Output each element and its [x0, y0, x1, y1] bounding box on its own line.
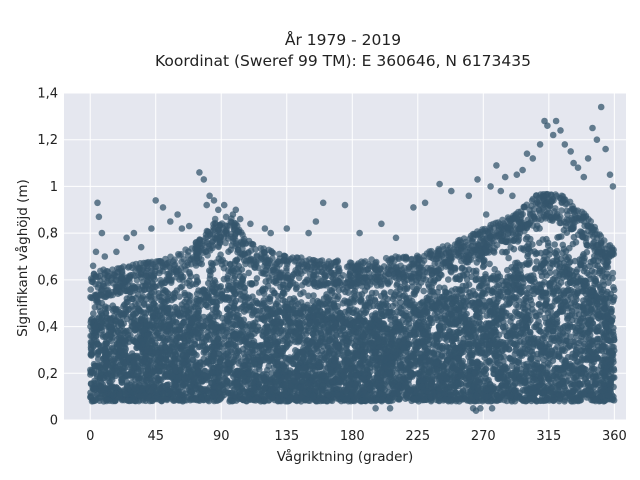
- scatter-point: [560, 226, 568, 234]
- scatter-point: [436, 346, 443, 354]
- scatter-point: [337, 378, 344, 385]
- scatter-point: [208, 288, 215, 295]
- scatter-point: [250, 308, 258, 315]
- scatter-point: [546, 285, 554, 293]
- chart-title-line-2: Koordinat (Sweref 99 TM): E 360646, N 61…: [155, 52, 531, 70]
- scatter-point: [219, 256, 226, 264]
- scatter-point: [491, 266, 499, 273]
- scatter-point: [389, 302, 397, 310]
- scatter-point: [458, 265, 466, 272]
- scatter-point: [592, 355, 600, 363]
- scatter-point: [535, 326, 542, 334]
- scatter-point: [609, 275, 616, 282]
- scatter-point: [240, 301, 248, 309]
- scatter-point: [379, 312, 387, 320]
- scatter-point: [565, 291, 573, 299]
- scatter-point: [468, 273, 475, 281]
- scatter-point: [572, 301, 579, 309]
- scatter-point: [397, 305, 405, 312]
- scatter-point: [486, 260, 493, 268]
- scatter-point: [178, 283, 186, 290]
- scatter-point: [420, 287, 428, 295]
- scatter-point: [575, 339, 583, 347]
- scatter-point: [519, 304, 527, 312]
- scatter-point: [560, 291, 568, 299]
- scatter-point: [397, 299, 404, 306]
- scatter-points: [87, 103, 618, 415]
- scatter-point: [594, 327, 602, 335]
- scatter-point: [94, 349, 102, 357]
- scatter-point: [478, 276, 486, 283]
- scatter-point: [384, 295, 391, 303]
- scatter-point: [573, 332, 580, 340]
- scatter-point: [564, 280, 572, 288]
- scatter-point: [109, 302, 117, 310]
- scatter-point: [576, 327, 583, 335]
- scatter-point: [513, 301, 520, 309]
- scatter-point: [605, 279, 612, 287]
- scatter-point: [173, 287, 181, 294]
- scatter-point: [216, 284, 223, 291]
- scatter-point: [564, 296, 572, 304]
- scatter-point: [297, 290, 304, 298]
- scatter-point: [473, 267, 480, 275]
- scatter-point: [370, 302, 377, 310]
- scatter-point: [402, 395, 409, 403]
- scatter-point: [519, 274, 527, 281]
- scatter-point: [193, 290, 201, 298]
- scatter-point: [284, 342, 291, 349]
- scatter-point: [362, 309, 370, 317]
- scatter-point: [108, 367, 116, 374]
- scatter-point: [537, 268, 545, 276]
- scatter-point: [567, 333, 574, 341]
- scatter-point: [250, 342, 257, 349]
- scatter-point: [561, 384, 568, 391]
- scatter-point: [511, 350, 519, 358]
- scatter-point: [580, 300, 588, 308]
- scatter-point: [546, 269, 554, 277]
- scatter-point: [310, 292, 317, 299]
- scatter-point: [565, 286, 572, 293]
- scatter-point: [477, 326, 485, 334]
- chart-title-line-1: År 1979 - 2019: [285, 30, 401, 49]
- scatter-point: [245, 269, 252, 277]
- scatter-point: [433, 338, 441, 345]
- scatter-point: [610, 324, 617, 332]
- scatter-point: [529, 241, 536, 248]
- scatter-point: [608, 343, 616, 351]
- scatter-point: [248, 332, 255, 340]
- scatter-point: [571, 312, 579, 320]
- scatter-point: [305, 292, 312, 300]
- scatter-point: [531, 265, 539, 273]
- scatter-point: [551, 241, 558, 248]
- scatter-point: [90, 310, 97, 317]
